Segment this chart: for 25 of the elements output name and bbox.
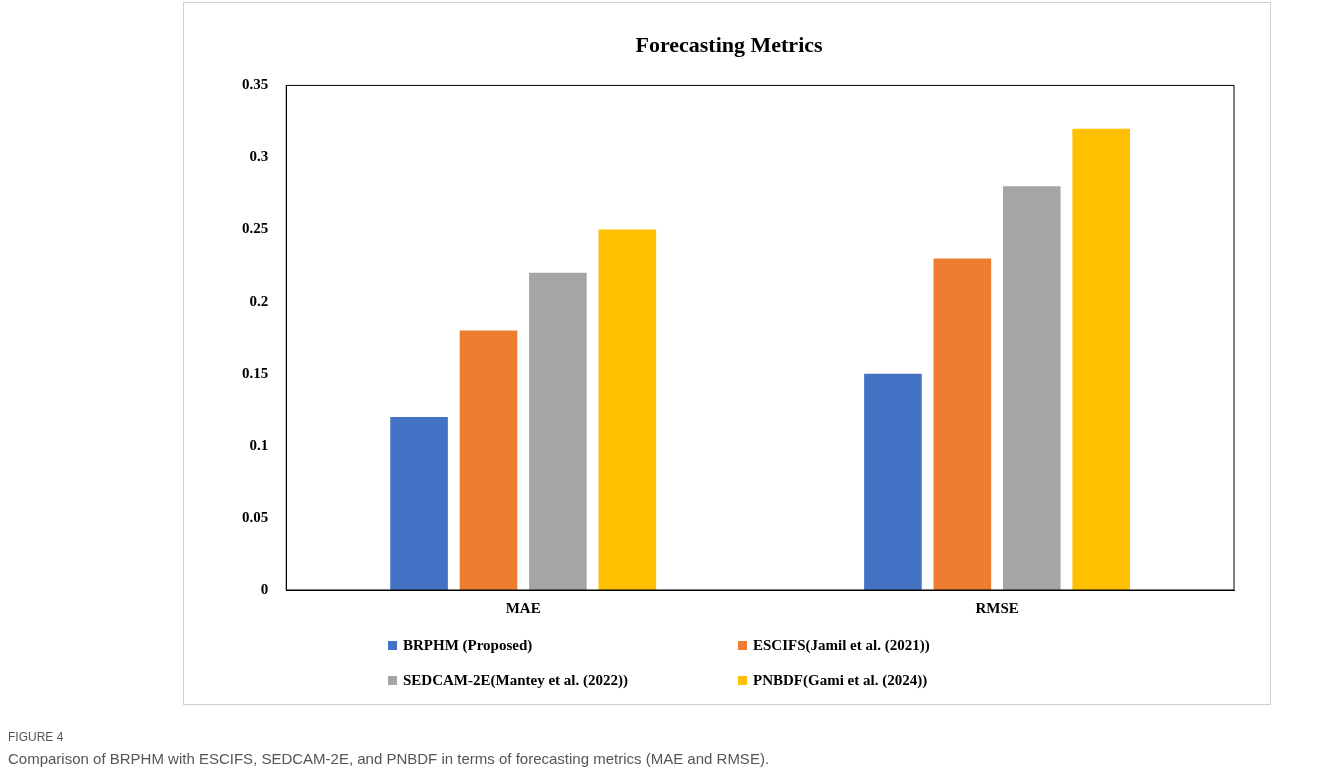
bar (864, 373, 922, 590)
legend-label: SEDCAM-2E(Mantey et al. (2022)) (403, 672, 628, 689)
bar (390, 416, 448, 590)
y-tick-label: 0.15 (242, 364, 269, 381)
x-tick-label: RMSE (975, 599, 1019, 616)
legend-label: PNBDF(Gami et al. (2024)) (753, 672, 928, 689)
y-tick-label: 0.2 (249, 292, 269, 309)
legend-label: BRPHM (Proposed) (403, 637, 533, 654)
y-tick-label: 0.35 (242, 76, 269, 93)
y-tick-label: 0.3 (249, 148, 269, 165)
chart-title: Forecasting Metrics (635, 31, 823, 57)
x-tick-label: MAE (505, 599, 541, 616)
bar (1002, 186, 1061, 590)
text: Comparison of BRPHM with ESCIFS, SEDCAM-2E, and PNBDF in terms of forecasting metrics (MAE and RMSE). (8, 750, 770, 767)
legend-label: ESCIFS(Jamil et al. (2021)) (753, 637, 930, 654)
bar (1072, 128, 1131, 590)
y-tick-label: 0.05 (242, 508, 269, 525)
bar (933, 258, 992, 590)
y-tick-label: 0 (260, 580, 269, 597)
caption: FIGURE 4 (8, 730, 65, 744)
y-tick-label: 0.1 (249, 436, 269, 453)
y-tick-label: 0.25 (242, 220, 269, 237)
bar (459, 330, 518, 590)
bar (529, 272, 587, 590)
bar (598, 229, 657, 590)
